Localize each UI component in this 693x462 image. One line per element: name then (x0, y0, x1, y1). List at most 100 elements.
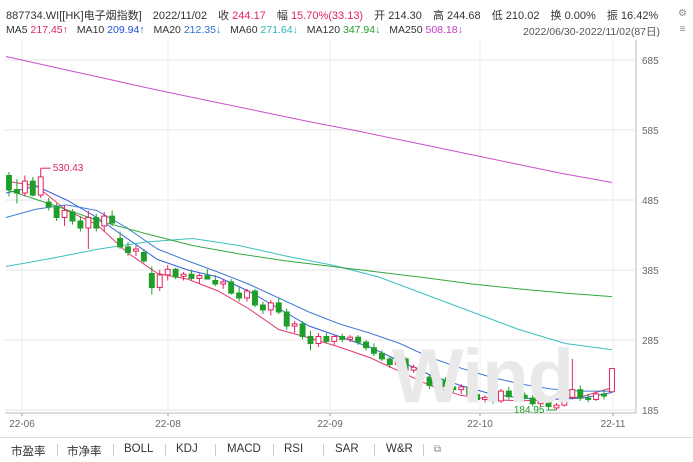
change-pct: 幅 15.70%(33.13) (276, 10, 364, 22)
tab-pe[interactable]: 市盈率 (11, 446, 46, 458)
candle-up (497, 390, 504, 402)
candle-up (21, 180, 28, 194)
turnover-rate: 换 0.00% (550, 10, 596, 22)
candle-down (125, 246, 131, 253)
max-price-label: 530.43 (53, 163, 84, 174)
ma5-label: MA5 (6, 24, 28, 36)
candle-down (505, 390, 512, 398)
candle-down (450, 386, 457, 391)
candle-up (537, 400, 544, 405)
y-tick-label: 485 (642, 196, 659, 207)
candle-down (45, 201, 52, 208)
candle-down (577, 389, 584, 399)
tab-divider (273, 444, 274, 456)
quote-date: 2022/11/02 (152, 10, 208, 22)
candle-up (156, 274, 163, 288)
y-tick-label: 585 (642, 126, 659, 137)
candle-up (85, 217, 92, 229)
tab-sar[interactable]: SAR (335, 443, 359, 455)
settings-icon[interactable]: ⚙ (678, 8, 687, 19)
tab-divider (165, 444, 166, 456)
ma250-value: 508.18↓ (425, 24, 463, 36)
ma20-value: 212.35↓ (183, 24, 222, 36)
candle-down (283, 311, 290, 327)
candle-down (545, 400, 552, 407)
ma-line-ma60 (5, 237, 613, 351)
candle-down (228, 281, 235, 294)
ma-line-ma120 (5, 189, 613, 298)
candle-down (442, 379, 449, 388)
candle-up (593, 393, 600, 400)
candle-up (434, 379, 441, 386)
chart-header: 887734.WI[[HK]电子烟指数] 2022/11/02 收 244.17… (0, 0, 693, 38)
ma60-label: MA60 (230, 24, 258, 36)
y-tick-label: 685 (642, 56, 659, 67)
candle-up (164, 268, 171, 276)
candle-down (601, 393, 608, 397)
candle-down (148, 273, 155, 288)
tab-divider (323, 444, 324, 456)
candle-down (6, 175, 12, 190)
date-range[interactable]: 2022/06/30-2022/11/02(87日) (523, 26, 660, 38)
candle-down (117, 238, 124, 248)
candle-down (13, 189, 20, 194)
tab-divider (215, 444, 216, 456)
candle-up (513, 394, 520, 398)
ma10-label: MA10 (76, 24, 105, 36)
candle-down (53, 206, 60, 218)
candle-down (69, 211, 76, 222)
tab-kdj[interactable]: KDJ (176, 443, 198, 455)
tab-divider (423, 444, 424, 456)
candle-up (315, 336, 322, 344)
candle-down (363, 341, 369, 349)
ma20-label: MA20 (153, 24, 181, 36)
menu-icon[interactable]: ≡ (679, 24, 686, 35)
tab-wr[interactable]: W&R (386, 443, 413, 455)
tab-boll[interactable]: BOLL (124, 443, 154, 455)
tab-pb[interactable]: 市净率 (67, 446, 102, 458)
candle-up (553, 404, 560, 409)
candle-down (299, 323, 306, 337)
more-tabs-icon[interactable]: ⧉ (433, 444, 442, 455)
candle-up (458, 386, 465, 391)
candle-down (355, 336, 362, 343)
ma-legend: MA5 217.45↑ MA10 209.94↑ MA20 212.35↓ MA… (6, 24, 469, 36)
candle-down (474, 394, 481, 401)
candle-down (259, 304, 266, 311)
candle-down (386, 358, 393, 365)
candle-up (394, 358, 401, 365)
candle-up (331, 336, 338, 342)
y-tick-label: 285 (642, 336, 659, 347)
tab-macd[interactable]: MACD (227, 443, 261, 455)
x-tick-label: 22-06 (9, 419, 35, 430)
tab-rsi[interactable]: RSI (284, 443, 304, 455)
candle-down (307, 336, 314, 344)
indicator-tabs: 市盈率 市净率 BOLL KDJ MACD RSI SAR W&R ⧉ (0, 437, 693, 462)
candle-up (132, 248, 139, 252)
ma250-label: MA250 (389, 24, 423, 36)
ma5-value: 217.45↑ (30, 24, 68, 36)
ma120-value: 347.94↓ (342, 24, 381, 36)
low-price: 低 210.02 (491, 10, 540, 22)
candle-down (378, 352, 385, 360)
candle-down (109, 215, 116, 224)
candle-down (172, 268, 179, 278)
candle-up (569, 389, 576, 398)
candle-down (93, 217, 100, 229)
tab-divider (374, 444, 375, 456)
candle-down (77, 220, 84, 229)
candle-up (267, 302, 274, 311)
candle-up (196, 275, 203, 279)
x-tick-label: 22-09 (317, 419, 343, 430)
high-price: 高 244.68 (432, 10, 481, 22)
ma10-value: 209.94↑ (107, 24, 145, 36)
candle-up (410, 366, 417, 371)
candle-down (188, 273, 195, 279)
candle-down (371, 347, 377, 354)
candle-up (609, 368, 615, 393)
tab-divider (57, 444, 58, 456)
candle-down (402, 358, 409, 371)
candle-down (521, 394, 528, 399)
wind-watermark: Wind (392, 334, 574, 419)
candle-down (275, 302, 282, 313)
